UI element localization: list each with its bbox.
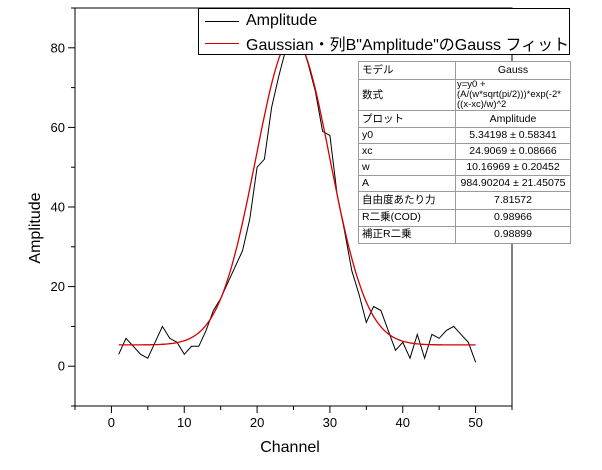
table-row: xc 24.9069 ± 0.08666 [358,142,571,160]
legend-entry-data: Amplitude [205,10,317,32]
row-label: プロット [358,110,456,128]
table-row: 数式 y=y0 + (A/(w*sqrt(pi/2)))*exp(-2*((x-… [358,79,571,112]
x-tick-label: 10 [177,415,191,430]
x-tick-label: 20 [250,415,264,430]
legend-swatch-fit [205,42,239,44]
y-tick-label: 40 [51,200,65,215]
row-value: 7.81572 [455,191,571,210]
row-value: 5.34198 ± 0.58341 [455,126,571,144]
table-row: モデル Gauss [358,60,571,81]
table-row: プロット Amplitude [358,110,571,128]
row-value: Gauss [455,60,571,81]
y-tick-label: 60 [51,120,65,135]
row-label: xc [358,142,456,160]
legend-entry-fit: Gaussian・列B"Amplitude"のGauss フィット [205,32,569,54]
legend-swatch-data [205,20,239,22]
row-label: w [358,158,456,177]
row-label: R二乗(COD) [358,208,456,227]
legend-label-fit: Gaussian・列B"Amplitude"のGauss フィット [246,37,570,54]
legend-label-data: Amplitude [246,12,318,29]
table-row: 自由度あたり力 7.81572 [358,191,571,210]
y-tick-label: 20 [51,279,65,294]
row-label: モデル [358,60,456,81]
table-row: w 10.16969 ± 0.20452 [358,158,571,177]
row-value: Amplitude [455,110,571,128]
x-tick-label: 40 [396,415,410,430]
row-label: y0 [358,126,456,144]
x-axis-label: Channel [260,439,320,456]
x-tick-label: 30 [323,415,337,430]
row-value: 984.90204 ± 21.45075 [455,175,571,193]
table-row: y0 5.34198 ± 0.58341 [358,126,571,144]
axes: 0 10 20 30 40 50 0 20 40 60 80 [51,7,513,430]
row-value: 24.9069 ± 0.08666 [455,142,571,160]
row-label: A [358,175,456,193]
fit-results-table: モデル Gauss 数式 y=y0 + (A/(w*sqrt(pi/2)))*e… [358,60,571,245]
row-label: 自由度あたり力 [358,191,456,210]
row-label: 数式 [358,79,456,112]
row-value: 10.16969 ± 0.20452 [455,158,571,177]
y-tick-label: 0 [58,359,65,374]
x-tick-label: 0 [108,415,115,430]
x-tick-label: 50 [468,415,482,430]
table-row: 補正R二乗 0.98899 [358,225,571,245]
table-row: R二乗(COD) 0.98966 [358,208,571,227]
table-row: A 984.90204 ± 21.45075 [358,175,571,193]
row-label: 補正R二乗 [358,225,456,245]
y-axis-label: Amplitude [27,192,44,263]
legend: Amplitude Gaussian・列B"Amplitude"のGauss フ… [198,8,570,55]
row-value: 0.98899 [455,225,571,245]
row-value: 0.98966 [455,208,571,227]
row-value: y=y0 + (A/(w*sqrt(pi/2)))*exp(-2*((x-xc)… [455,79,571,112]
y-tick-label: 80 [51,40,65,55]
